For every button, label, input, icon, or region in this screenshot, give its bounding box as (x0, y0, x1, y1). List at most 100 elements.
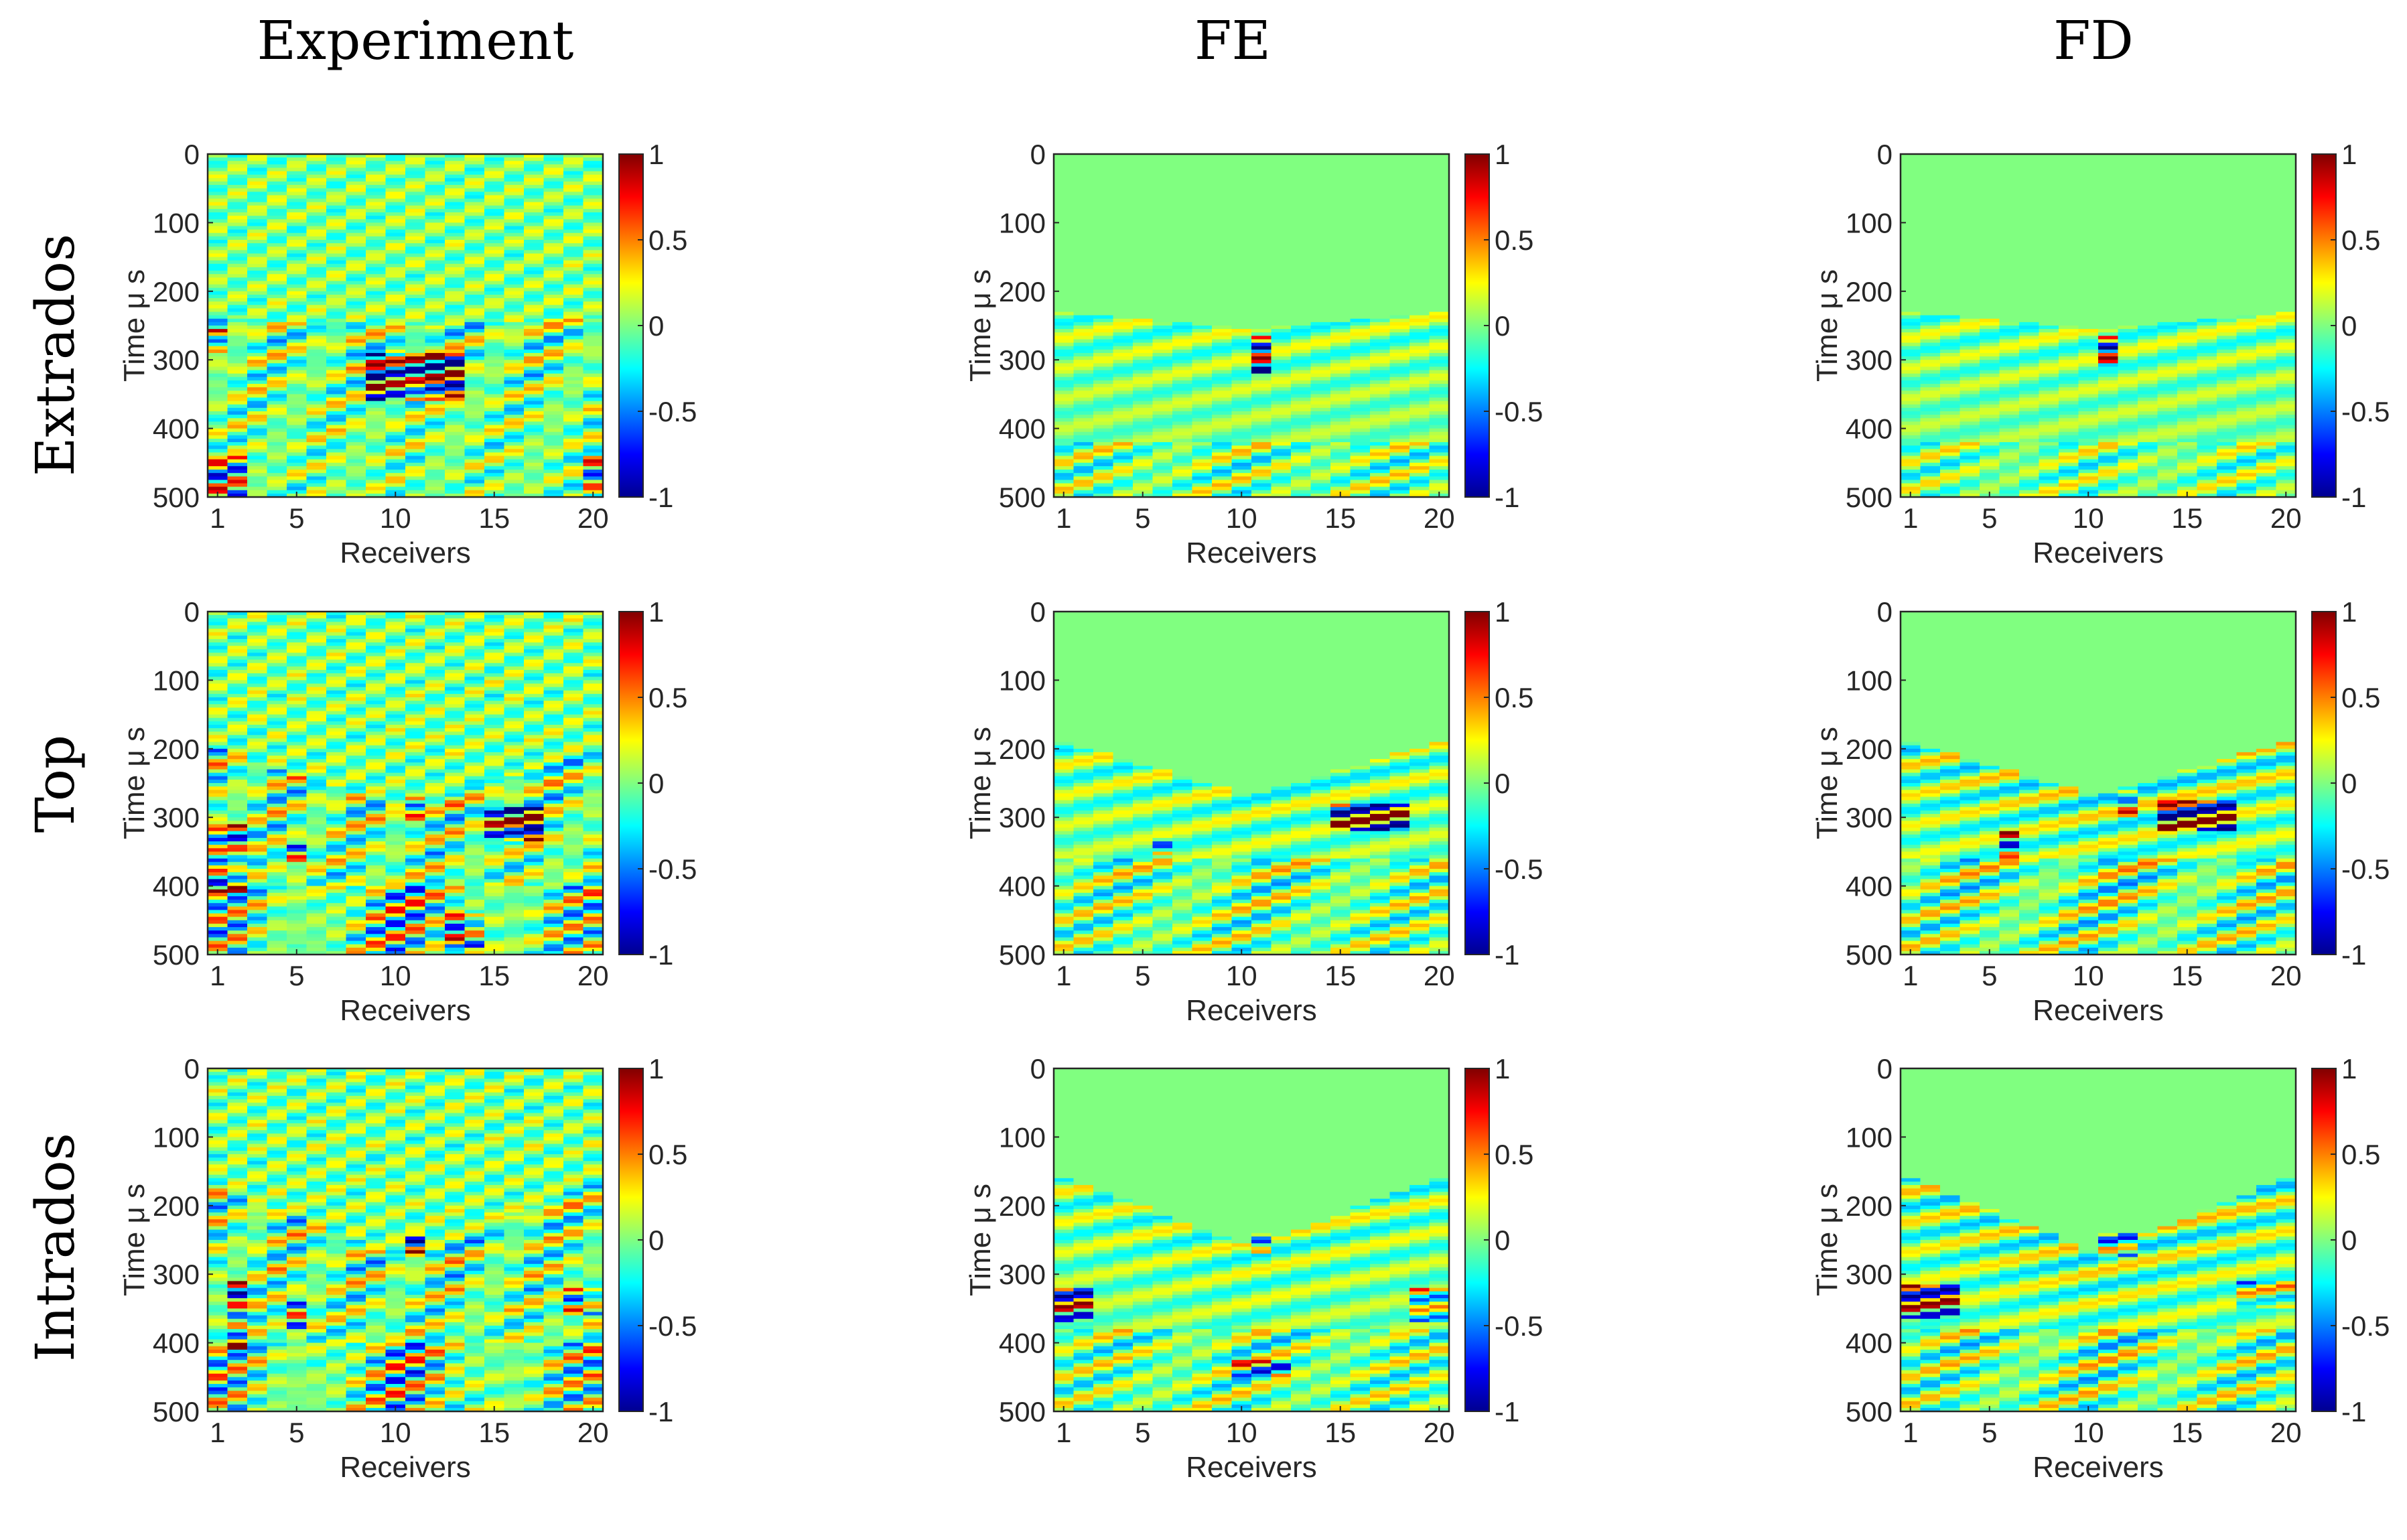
heatmap-cell (2059, 181, 2079, 186)
heatmap-cell (1370, 212, 1391, 216)
heatmap-cell (1330, 483, 1351, 488)
heatmap-cell (563, 418, 584, 422)
heatmap-cell (464, 435, 485, 439)
heatmap-cell (1212, 346, 1233, 350)
heatmap-cell (563, 459, 584, 464)
heatmap-cell (464, 425, 485, 429)
heatmap-cell (306, 363, 327, 368)
heatmap-cell (1291, 404, 1312, 409)
heatmap-cell (1192, 452, 1213, 457)
heatmap-cell (208, 466, 228, 470)
heatmap-cell (1350, 459, 1371, 464)
heatmap-cell (563, 311, 584, 316)
heatmap-cell (1073, 318, 1094, 323)
heatmap-cell (2059, 305, 2079, 309)
heatmap-cell (1980, 257, 2000, 261)
heatmap-cell (1901, 466, 1921, 470)
heatmap-cell (1054, 401, 1075, 405)
heatmap-cell (1054, 192, 1075, 196)
heatmap-cell (1054, 380, 1075, 384)
heatmap-cell (405, 407, 426, 412)
heatmap-cell (1370, 291, 1391, 295)
heatmap-cell (1231, 195, 1252, 200)
heatmap-cell (366, 232, 387, 237)
heatmap-cell (1350, 247, 1371, 251)
heatmap-cell (524, 181, 545, 186)
heatmap-cell (543, 174, 564, 179)
heatmap-cell (1271, 352, 1292, 357)
heatmap-cell (208, 260, 228, 265)
heatmap-cell (405, 284, 426, 289)
heatmap-cell (346, 178, 366, 182)
heatmap-cell (346, 277, 366, 282)
y-tick-label: 400 (153, 413, 200, 445)
heatmap-cell (1152, 243, 1173, 247)
heatmap-cell (464, 431, 485, 436)
heatmap-cell (227, 370, 248, 374)
heatmap-cell (464, 391, 485, 395)
heatmap-cell (405, 188, 426, 192)
heatmap-cell (1980, 476, 2000, 480)
heatmap-cell (1940, 452, 1961, 457)
heatmap-cell (445, 195, 466, 200)
heatmap-cell (1212, 397, 1233, 402)
heatmap-cell (583, 192, 604, 196)
heatmap-cell (2019, 195, 2040, 200)
heatmap-cell (385, 216, 406, 220)
heatmap-cell (524, 349, 545, 354)
heatmap-cell (1231, 456, 1252, 460)
heatmap-cell (2039, 442, 2059, 446)
heatmap-cell (1192, 349, 1213, 354)
heatmap-cell (346, 281, 366, 285)
heatmap-cell (1389, 171, 1410, 176)
heatmap-cell (366, 421, 387, 426)
heatmap-cell (247, 394, 268, 399)
heatmap-cell (346, 456, 366, 460)
heatmap-cell (1172, 161, 1193, 165)
heatmap-cell (1113, 449, 1133, 453)
heatmap-cell (1330, 271, 1351, 275)
heatmap-cell (1409, 336, 1430, 340)
heatmap-cell (504, 232, 525, 237)
heatmap-cell (524, 195, 545, 200)
heatmap-cell (445, 394, 466, 399)
heatmap-cell (208, 164, 228, 169)
heatmap-cell (366, 370, 387, 374)
heatmap-cell (2019, 435, 2040, 439)
heatmap-cell (484, 260, 505, 265)
heatmap-cell (1133, 171, 1154, 176)
heatmap-cell (504, 271, 525, 275)
heatmap-cell (385, 171, 406, 176)
heatmap-cell (1271, 349, 1292, 354)
heatmap-cell (208, 195, 228, 200)
heatmap-cell (1980, 322, 2000, 326)
heatmap-cell (1999, 318, 2020, 323)
heatmap-cell (2039, 339, 2059, 344)
heatmap-cell (484, 161, 505, 165)
heatmap-cell (464, 442, 485, 446)
heatmap-cell (1350, 363, 1371, 368)
heatmap-cell (2059, 185, 2079, 189)
heatmap-cell (1231, 363, 1252, 368)
heatmap-cell (1429, 315, 1450, 320)
heatmap-cell (326, 216, 347, 220)
heatmap-cell (1310, 483, 1331, 488)
heatmap-cell (563, 263, 584, 268)
colorbar-tick-label: 1 (648, 139, 664, 170)
heatmap-cell (1429, 185, 1450, 189)
heatmap-cell (1310, 480, 1331, 484)
heatmap-cell (1251, 260, 1272, 265)
heatmap-cell (1291, 360, 1312, 364)
heatmap-cell (366, 202, 387, 206)
heatmap-cell (1330, 476, 1351, 480)
heatmap-cell (1959, 229, 1980, 234)
heatmap-cell (484, 178, 505, 182)
heatmap-cell (326, 305, 347, 309)
heatmap-cell (405, 212, 426, 216)
heatmap-cell (2019, 154, 2040, 158)
heatmap-cell (1054, 174, 1075, 179)
heatmap-cell (2039, 205, 2059, 210)
heatmap-cell (385, 473, 406, 477)
heatmap-cell (1409, 356, 1430, 360)
